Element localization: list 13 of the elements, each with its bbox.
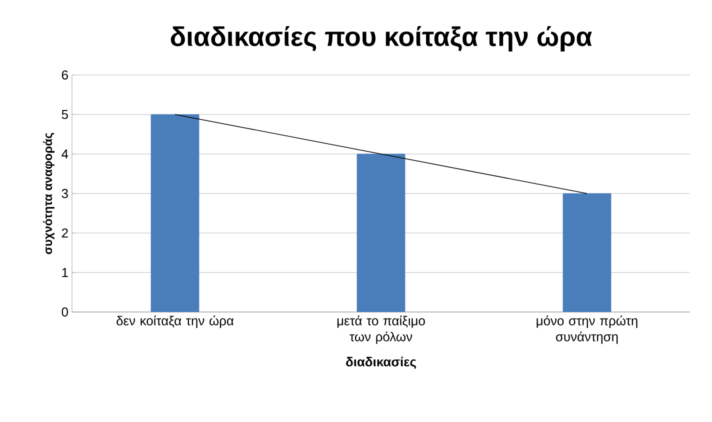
x-axis-title: διαδικασίες — [346, 356, 416, 369]
y-tick-label: 2 — [62, 228, 68, 238]
x-tick-label: δεν κοίταξα την ώρα — [116, 316, 234, 328]
chart-title: διαδικασίες που κοίταξα την ώρα — [170, 26, 592, 52]
x-tick-label: μόνο στην πρώτη συνάντηση — [536, 316, 638, 344]
y-tick-label: 0 — [62, 307, 68, 317]
y-tick-label: 5 — [62, 110, 68, 120]
y-tick-label: 3 — [62, 188, 68, 198]
y-tick-label: 4 — [62, 150, 68, 158]
y-tick-label: 1 — [62, 268, 68, 277]
y-axis-title: συχνότητα αναφοράς — [43, 132, 54, 254]
y-tick-label: 6 — [62, 70, 68, 80]
x-tick-label: μετά το παίξιμο των ρόλων — [337, 316, 425, 344]
